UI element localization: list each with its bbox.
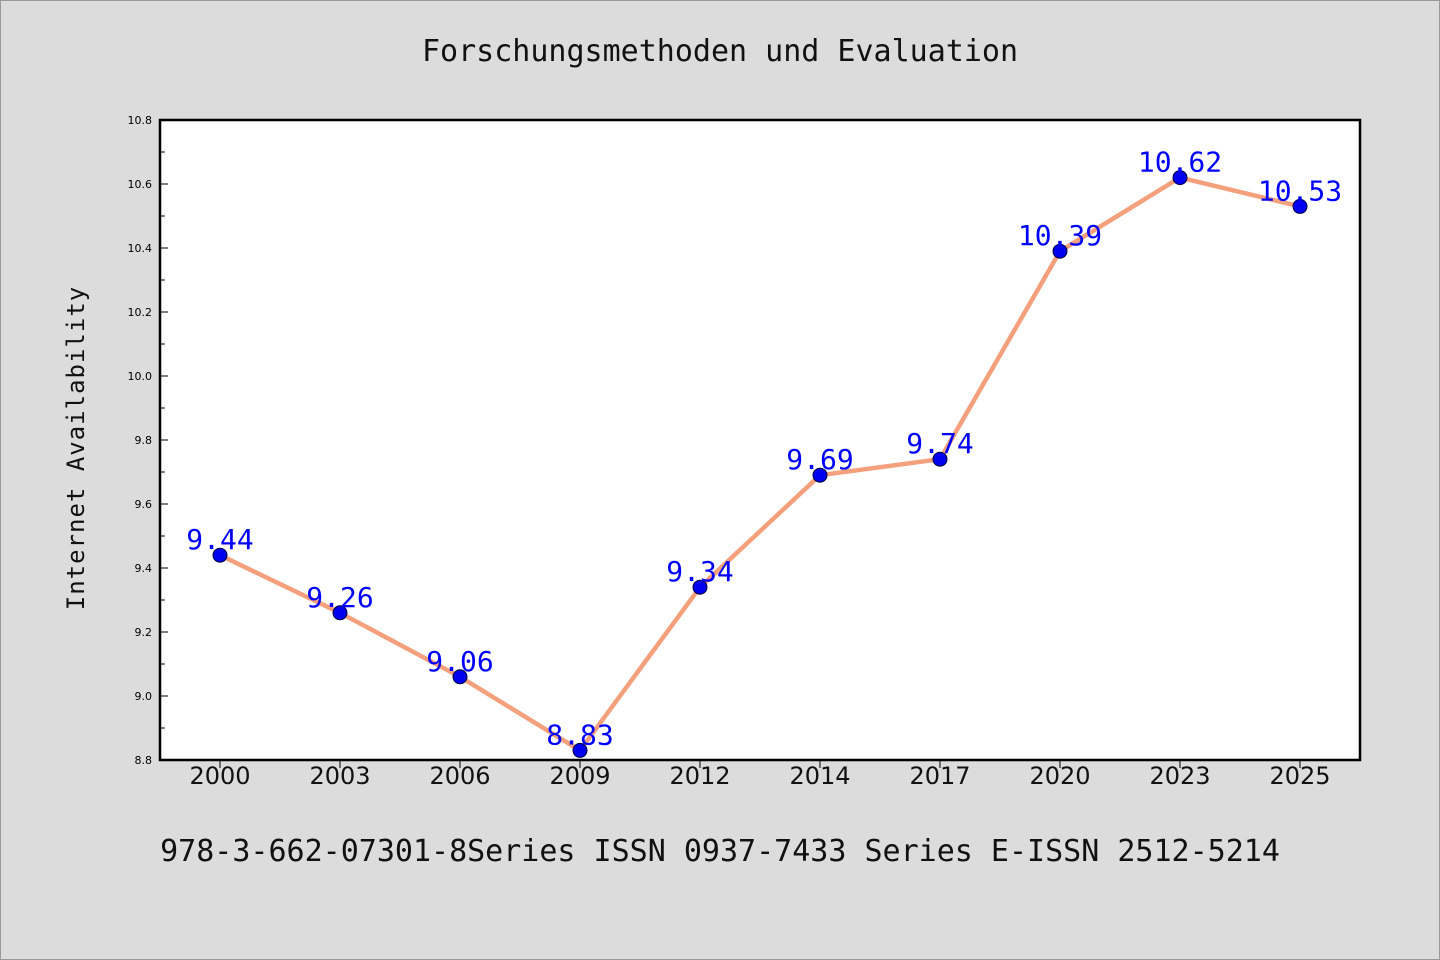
plot-area <box>158 118 1362 762</box>
data-label: 9.44 <box>186 523 253 556</box>
x-tick-label: 2025 <box>1269 762 1330 790</box>
y-tick-label: 9.6 <box>135 498 153 511</box>
data-label: 9.26 <box>306 581 373 614</box>
x-tick-label: 2006 <box>429 762 490 790</box>
y-tick-label: 9.8 <box>135 434 153 447</box>
data-point <box>1052 243 1068 259</box>
data-point <box>812 467 828 483</box>
data-label: 10.62 <box>1138 146 1222 179</box>
data-label: 9.34 <box>666 555 733 588</box>
data-label: 10.53 <box>1258 174 1342 207</box>
x-tick-label: 2017 <box>909 762 970 790</box>
x-tick-label: 2009 <box>549 762 610 790</box>
data-point <box>1292 198 1308 214</box>
series-line <box>217 175 1303 753</box>
data-label: 8.83 <box>546 718 613 751</box>
data-point <box>452 669 468 685</box>
data-label: 9.69 <box>786 443 853 476</box>
y-tick-label: 10.8 <box>128 114 153 127</box>
data-label-layer: 9.44 9.26 9.06 8.83 9.34 9.69 9.74 10.39 10.62 10… <box>186 146 1342 752</box>
y-tick-label: 10.0 <box>128 370 153 383</box>
chart-title: Forschungsmethoden und Evaluation <box>421 34 1019 69</box>
data-point <box>332 605 348 621</box>
y-tick-label: 10.2 <box>128 306 153 319</box>
y-tick-label: 10.6 <box>128 178 153 191</box>
x-tick-label: 2023 <box>1149 762 1210 790</box>
x-axis: 2000 2003 2006 2009 2012 2014 2017 2020 2023 2025 <box>189 760 1331 790</box>
series-layer <box>212 170 1308 758</box>
data-point <box>1172 170 1188 186</box>
x-tick-label: 2000 <box>189 762 250 790</box>
y-tick-label: 9.0 <box>135 690 153 703</box>
y-axis: 8.8 9.0 9.2 9.4 9.6 9.8 10.0 10.2 10.4 10.6 10.8 <box>128 114 168 767</box>
data-label: 9.06 <box>426 645 493 678</box>
x-tick-label: 2012 <box>669 762 730 790</box>
data-label: 9.74 <box>906 427 973 460</box>
data-point <box>572 742 588 758</box>
data-point <box>692 579 708 595</box>
footer-isbn-text: 978-3-662-07301-8Series ISSN 0937-7433 S… <box>160 834 1280 869</box>
x-tick-label: 2003 <box>309 762 370 790</box>
data-point <box>932 451 948 467</box>
y-tick-label: 9.2 <box>135 626 153 639</box>
x-tick-label: 2014 <box>789 762 850 790</box>
y-tick-label: 9.4 <box>135 562 153 575</box>
y-tick-label: 10.4 <box>128 242 153 255</box>
data-point <box>212 547 228 563</box>
x-tick-label: 2020 <box>1029 762 1090 790</box>
data-label: 10.39 <box>1018 219 1102 252</box>
y-tick-label: 8.8 <box>135 754 153 767</box>
